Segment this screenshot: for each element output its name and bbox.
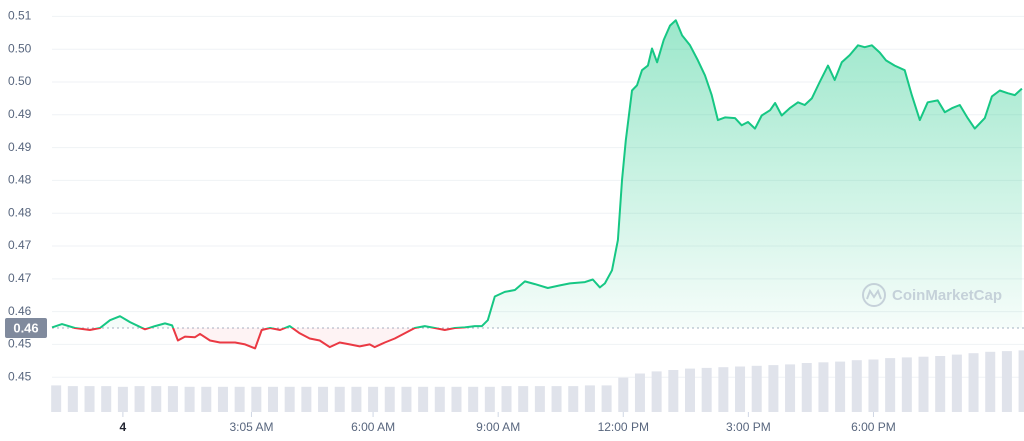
volume-bar bbox=[101, 386, 112, 412]
y-tick-label: 0.47 bbox=[8, 271, 32, 285]
y-tick-label: 0.46 bbox=[8, 304, 32, 318]
volume-bar bbox=[851, 360, 862, 412]
y-tick-label: 0.45 bbox=[8, 369, 32, 383]
y-tick-label: 0.49 bbox=[8, 140, 32, 154]
x-tick-label: 3:00 PM bbox=[726, 420, 771, 434]
volume-bar bbox=[901, 357, 912, 412]
y-tick-label: 0.47 bbox=[8, 238, 32, 252]
volume-bar bbox=[968, 353, 979, 412]
volume-bar bbox=[451, 386, 462, 412]
volume-bar bbox=[301, 386, 312, 412]
volume-bar bbox=[785, 364, 796, 412]
volume-bar bbox=[484, 386, 495, 412]
y-tick-label: 0.49 bbox=[8, 107, 32, 121]
volume-bar bbox=[835, 361, 846, 412]
y-tick-label: 0.48 bbox=[8, 205, 32, 219]
volume-bar bbox=[501, 386, 512, 412]
x-tick-label: 6:00 PM bbox=[851, 420, 896, 434]
volume-bar bbox=[84, 386, 95, 412]
volume-bar bbox=[684, 368, 695, 412]
x-tick-label: 4 bbox=[120, 420, 127, 434]
volume-bar bbox=[368, 386, 379, 412]
volume-bar bbox=[468, 386, 479, 412]
volume-bar bbox=[418, 386, 429, 412]
volume-bar bbox=[384, 386, 395, 412]
volume-bar bbox=[568, 386, 579, 412]
price-area bbox=[52, 20, 1022, 349]
price-line bbox=[51, 19, 1023, 350]
volume-bar bbox=[284, 386, 295, 412]
volume-bar bbox=[801, 363, 812, 412]
volume-bar bbox=[334, 386, 345, 412]
volume-bar bbox=[184, 386, 195, 412]
volume-bar bbox=[818, 362, 829, 412]
volume-bar bbox=[1001, 351, 1012, 412]
volume-bar bbox=[351, 386, 362, 412]
volume-bar bbox=[1018, 350, 1024, 412]
volume-bar bbox=[518, 386, 529, 412]
volume-bar bbox=[951, 354, 962, 412]
watermark-logo bbox=[862, 283, 886, 307]
volume-bar bbox=[868, 359, 879, 412]
volume-bar bbox=[885, 358, 896, 412]
volume-bar bbox=[935, 356, 946, 412]
y-tick-label: 0.50 bbox=[8, 74, 32, 88]
volume-bar bbox=[651, 371, 662, 412]
volume-bar bbox=[167, 386, 178, 412]
volume-bar bbox=[434, 386, 445, 412]
volume-bar bbox=[551, 386, 562, 412]
volume-bar bbox=[718, 367, 729, 412]
volume-bar bbox=[634, 373, 645, 412]
x-tick-label: 6:00 AM bbox=[351, 420, 395, 434]
volume-bar bbox=[201, 386, 212, 412]
volume-bar bbox=[51, 385, 62, 412]
volume-bar bbox=[735, 366, 746, 412]
volume-bar bbox=[768, 365, 779, 412]
x-tick-label: 9:00 AM bbox=[476, 420, 520, 434]
y-tick-label: 0.50 bbox=[8, 41, 32, 55]
volume-bar bbox=[701, 367, 712, 412]
volume-bar bbox=[268, 386, 279, 412]
x-tick-label: 12:00 PM bbox=[598, 420, 649, 434]
volume-bar bbox=[117, 386, 128, 412]
volume-bar bbox=[134, 386, 145, 412]
volume-bar bbox=[751, 365, 762, 412]
volume-bar bbox=[601, 385, 612, 412]
volume-bar bbox=[918, 356, 929, 412]
y-tick-label: 0.48 bbox=[8, 173, 32, 187]
x-tick-label: 3:05 AM bbox=[229, 420, 273, 434]
watermark-text: CoinMarketCap bbox=[892, 287, 1002, 304]
y-tick-label: 0.45 bbox=[8, 337, 32, 351]
volume-bar bbox=[251, 386, 262, 412]
current-price-label: 0.46 bbox=[13, 320, 38, 335]
volume-bar bbox=[534, 386, 545, 412]
current-price-badge bbox=[5, 318, 47, 339]
volume-bar bbox=[217, 386, 228, 412]
volume-bar bbox=[618, 377, 629, 412]
volume-bar bbox=[668, 370, 679, 412]
volume-bar bbox=[318, 386, 329, 412]
volume-bar bbox=[234, 386, 245, 412]
watermark-logo-mark bbox=[866, 288, 882, 300]
volume-bar bbox=[67, 386, 78, 412]
volume-bar bbox=[401, 386, 412, 412]
volume-bar bbox=[584, 385, 595, 412]
volume-bar bbox=[151, 386, 162, 412]
watermark: CoinMarketCap bbox=[862, 283, 1002, 307]
volume-bar bbox=[985, 351, 996, 412]
y-tick-label: 0.51 bbox=[8, 9, 32, 23]
